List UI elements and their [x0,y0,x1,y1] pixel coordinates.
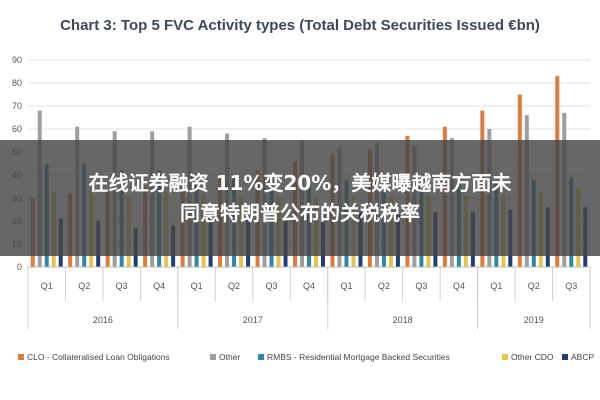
chart-title: Chart 3: Top 5 FVC Activity types (Total… [60,17,540,34]
x-axis: Q1 Q2 Q3 Q4 Q1 Q2 Q3 Q4 Q1 Q2 Q3 Q4 Q1 Q2 Q3 2016 2017 20… [27,266,591,329]
x-tick-label: Q2 [378,281,390,291]
x-tick-label: Q4 [153,281,165,291]
y-tick-label: 90 [12,55,22,65]
x-tick-label: Q1 [41,281,53,291]
news-headline-line-1: 在线证券融资 11%变20%，美媒曝越南方面未 [88,171,512,195]
x-tick-label: Q4 [453,281,465,291]
legend-label: Other [219,352,240,362]
x-tick-label: Q2 [78,281,90,291]
x-tick-label: Q3 [565,281,577,291]
y-tick-label: 80 [12,78,22,88]
x-tick-label: Q3 [116,281,128,291]
legend: CLO - Collateralised Loan Obligations Oth… [18,352,594,362]
legend-label: RMBS - Residential Mortgage Backed Secur… [267,352,450,362]
legend-label: Other CDO [511,352,554,362]
legend-swatch [210,354,216,360]
x-tick-label: Q1 [340,281,352,291]
year-label: 2019 [524,315,544,325]
x-tick-label: Q1 [490,281,502,291]
legend-swatch [258,354,264,360]
legend-swatch [562,354,568,360]
news-banner[interactable]: 在线证券融资 11%变20%，美媒曝越南方面未 同意特朗普公布的关税税率 [0,140,600,256]
x-tick-label: Q3 [415,281,427,291]
x-tick-label: Q3 [266,281,278,291]
news-headline-line-2: 同意特朗普公布的关税税率 [180,201,420,225]
legend-label: CLO - Collateralised Loan Obligations [27,352,170,362]
x-tick-label: Q2 [528,281,540,291]
x-tick-label: Q1 [191,281,203,291]
y-tick-label: 70 [12,101,22,111]
x-tick-label: Q4 [303,281,315,291]
legend-swatch [502,354,508,360]
year-label: 2016 [93,315,113,325]
x-tick-label: Q2 [228,281,240,291]
year-label: 2017 [243,315,263,325]
y-tick-label: 0 [17,262,22,272]
y-tick-label: 60 [12,124,22,134]
year-label: 2018 [393,315,413,325]
legend-swatch [18,354,24,360]
legend-label: ABCP [571,352,594,362]
